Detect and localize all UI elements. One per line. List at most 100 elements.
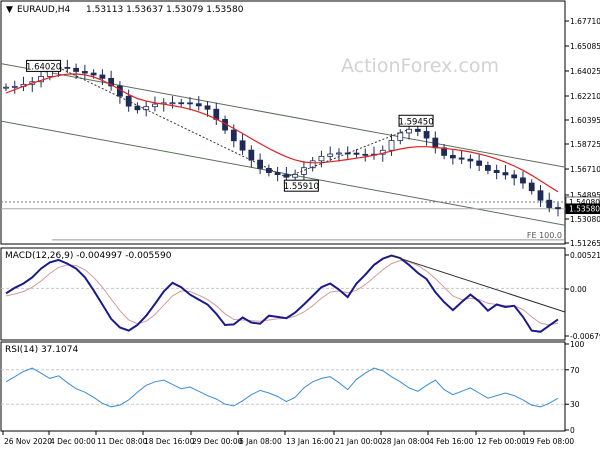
pivot-label: 1.59450 (398, 117, 433, 127)
time-tick-label: 4 Feb 16:00 (429, 437, 474, 446)
candle-body (257, 159, 263, 169)
candle-body (493, 170, 500, 173)
candle-body (362, 153, 369, 156)
dropdown-arrow-icon[interactable]: ▼ (6, 5, 13, 15)
candle-body (11, 85, 18, 88)
pivot-label-box (398, 114, 434, 127)
macd-line (5, 254, 559, 333)
pivot-label: 1.55910 (284, 182, 319, 192)
rsi-tick-label: 100 (570, 340, 585, 349)
candle-body (414, 128, 421, 132)
symbol-label: EURAUD,H4 (17, 5, 70, 15)
price-tag (565, 203, 600, 215)
pivot-label: 1.64020 (26, 62, 61, 72)
candle-body (336, 152, 342, 155)
candle-body (423, 131, 430, 139)
rsi-panel (0, 341, 566, 432)
candle-body (108, 77, 115, 87)
candle-body (528, 182, 535, 192)
macd-signal-line (5, 259, 559, 326)
candle-body (239, 140, 246, 151)
candle-body (204, 105, 211, 110)
price-tick-label: 1.60395 (570, 116, 600, 125)
candle-body (187, 102, 193, 105)
candle-body (344, 152, 351, 155)
ohlc-readout: 1.53113 1.53637 1.53079 1.53580 (86, 5, 244, 15)
candle-body (502, 172, 509, 176)
rsi-title: RSI(14) 37.1074 (5, 345, 78, 355)
time-tick-label: 29 Dec 00:00 (192, 437, 243, 446)
candle-body (178, 102, 185, 105)
candle-body (90, 72, 97, 76)
candle-body (248, 149, 255, 161)
channel-line (1, 63, 565, 168)
moving-average-line (5, 73, 559, 193)
rsi-plot (1, 367, 565, 408)
time-tick-label: 12 Feb 00:00 (477, 437, 526, 446)
price-tag-label: 1.53580 (569, 205, 600, 214)
candle-body (134, 105, 141, 111)
pivot-label-box (283, 179, 319, 192)
candle-body (81, 71, 88, 74)
candle-body (397, 132, 404, 141)
price-tick-label: 1.56710 (570, 165, 600, 174)
candle-body (432, 137, 439, 149)
macd-panel (0, 247, 566, 341)
price-plot: 1.64020 1.55910 1.59450 FE 100.0 (1, 59, 565, 241)
price-axis: 1.67710 1.65085 1.64025 1.62210 1.60395 1.587… (565, 17, 600, 248)
channel-line (1, 120, 565, 226)
candle-body (353, 152, 360, 155)
macd-tick-label: -0.006791 (570, 332, 600, 341)
candle-body (546, 199, 553, 208)
time-tick-label: 13 Jan 16:00 (286, 437, 334, 446)
price-tick-label: 1.67710 (570, 17, 600, 26)
candle-body (327, 153, 334, 157)
fe-label: FE 100.0 (527, 231, 562, 240)
candle-body (406, 128, 412, 134)
macd-tick-label: 0.00 (570, 285, 587, 294)
candle-body (3, 86, 9, 89)
time-tick-label: 21 Jan 00:00 (335, 437, 383, 446)
time-tick-label: 28 Jan 08:00 (382, 437, 430, 446)
rsi-tick-label: 70 (570, 366, 580, 375)
candle-body (169, 102, 176, 105)
time-tick-label: 6 Jan 08:00 (239, 437, 282, 446)
price-tick-label: 1.64025 (570, 67, 600, 76)
candle-body (520, 177, 526, 184)
macd-trendline (391, 255, 565, 313)
price-tag-label: 1.54080 (569, 198, 600, 207)
price-tick-label: 1.58725 (570, 140, 600, 149)
time-tick-label: 18 Dec 16:00 (144, 437, 195, 446)
time-tick-label: 19 Feb 08:00 (525, 437, 574, 446)
candle-body (476, 160, 483, 166)
candle-body (485, 165, 491, 171)
candle-body (99, 74, 106, 79)
candle-body (309, 160, 316, 169)
candle-body (292, 173, 299, 178)
pivot-label-box (26, 59, 62, 72)
candle-body (511, 174, 518, 179)
price-tick-label: 1.65085 (570, 42, 600, 51)
time-tick-label: 4 Dec 00:00 (50, 437, 96, 446)
rsi-tick-label: 0 (570, 426, 575, 435)
macd-title: MACD(12,26,9) -0.004997 -0.005590 (5, 251, 172, 261)
candle-body (274, 172, 281, 176)
candle-body (537, 190, 544, 201)
watermark: ActionForex.com (341, 55, 499, 77)
candle-body (73, 67, 79, 72)
candle-body (458, 157, 465, 160)
price-tick-label: 1.51265 (570, 239, 600, 248)
candle-body (152, 103, 158, 108)
candle-body (64, 66, 71, 69)
candle-body (555, 207, 561, 210)
price-panel (0, 0, 566, 245)
macd-tick-label: 0.005215 (570, 251, 600, 260)
rsi-line (5, 367, 559, 408)
candle-body (388, 140, 395, 151)
time-tick-label: 11 Dec 08:00 (97, 437, 148, 446)
rsi-axis: 100 70 30 0 (565, 340, 585, 435)
candle-body (230, 129, 237, 142)
candle-body (449, 155, 456, 159)
